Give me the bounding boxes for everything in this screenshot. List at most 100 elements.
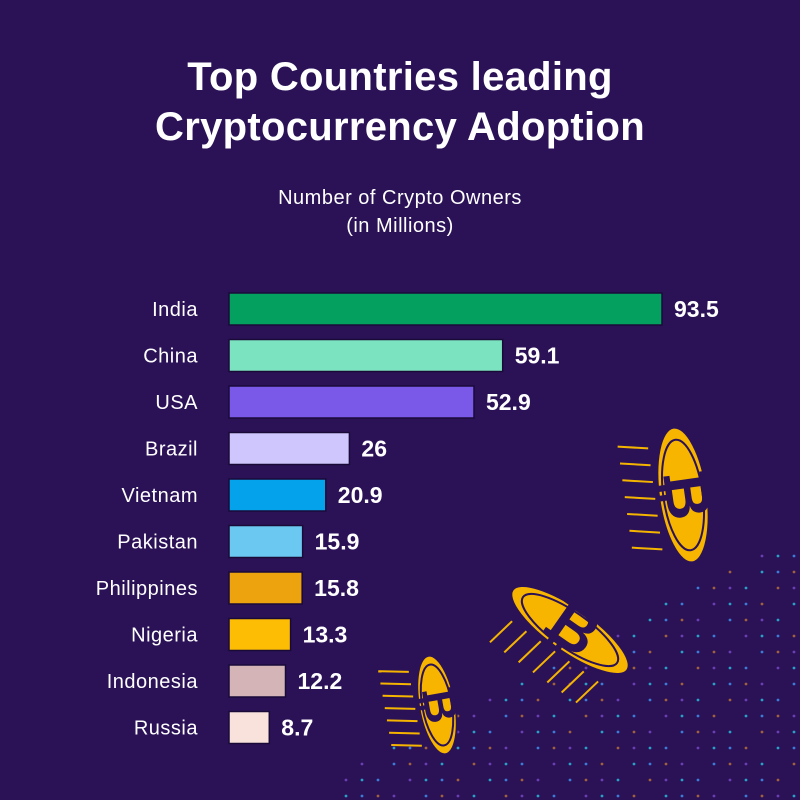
dot — [536, 794, 540, 798]
dot — [776, 634, 780, 638]
dot — [712, 586, 716, 590]
dot — [792, 586, 796, 590]
dot — [632, 682, 636, 686]
dot — [664, 778, 668, 782]
dot — [520, 778, 524, 782]
dot — [760, 778, 764, 782]
dot — [696, 634, 700, 638]
dot — [504, 778, 508, 782]
dot — [760, 602, 764, 606]
dot — [472, 714, 476, 718]
dot — [680, 730, 684, 734]
dot — [728, 762, 732, 766]
dot — [664, 762, 668, 766]
dot — [488, 762, 492, 766]
dot — [408, 746, 412, 750]
dot — [664, 746, 668, 750]
dot — [600, 794, 604, 798]
dot — [776, 618, 780, 622]
value-label: 13.3 — [303, 622, 348, 648]
dot — [536, 746, 540, 750]
dot — [568, 746, 572, 750]
dot — [760, 682, 764, 686]
dot — [696, 586, 700, 590]
dot — [760, 762, 764, 766]
dot — [472, 762, 476, 766]
title-line-1: Top Countries leading — [187, 55, 613, 99]
dot — [536, 714, 540, 718]
chart-subtitle: Number of Crypto Owners (in Millions) — [0, 184, 800, 240]
dot — [584, 746, 588, 750]
dot — [680, 714, 684, 718]
dot — [440, 762, 444, 766]
dot — [648, 666, 652, 670]
dot — [392, 746, 396, 750]
dot — [424, 794, 428, 798]
dot — [584, 714, 588, 718]
dot — [616, 778, 620, 782]
value-label: 12.2 — [297, 668, 342, 694]
dot — [456, 794, 460, 798]
dot — [616, 698, 620, 702]
dot — [360, 778, 364, 782]
dot — [616, 746, 620, 750]
dot — [696, 698, 700, 702]
dot — [472, 730, 476, 734]
dot — [504, 746, 508, 750]
dot — [744, 618, 748, 622]
dot — [648, 650, 652, 654]
value-label: 59.1 — [515, 343, 560, 369]
dot — [520, 730, 524, 734]
dot — [520, 762, 524, 766]
dot — [680, 682, 684, 686]
dot — [536, 698, 540, 702]
dot — [456, 746, 460, 750]
dot — [360, 762, 364, 766]
dot — [600, 698, 604, 702]
dot — [760, 570, 764, 574]
dot — [472, 794, 476, 798]
dot — [488, 746, 492, 750]
dot — [584, 794, 588, 798]
dot — [552, 730, 556, 734]
category-label: Brazil — [145, 439, 198, 461]
dot — [616, 794, 620, 798]
dot — [712, 682, 716, 686]
dot — [712, 602, 716, 606]
dot — [376, 778, 380, 782]
dot — [488, 778, 492, 782]
dot — [744, 778, 748, 782]
dot — [488, 730, 492, 734]
dot — [728, 618, 732, 622]
dot — [664, 714, 668, 718]
category-label: Vietnam — [121, 485, 198, 507]
dot — [504, 762, 508, 766]
value-label: 52.9 — [486, 389, 531, 415]
dot — [792, 602, 796, 606]
dot — [792, 794, 796, 798]
value-label: 20.9 — [338, 482, 383, 508]
bitcoin-coin-icon: ₿ — [617, 426, 724, 564]
bar — [228, 478, 327, 512]
bar — [228, 571, 303, 605]
dot — [632, 762, 636, 766]
bar — [228, 338, 504, 373]
dot — [680, 698, 684, 702]
dot — [520, 698, 524, 702]
dot — [584, 682, 588, 686]
dot — [760, 634, 764, 638]
dot — [760, 650, 764, 654]
dot — [792, 682, 796, 686]
dot — [744, 762, 748, 766]
dot — [344, 778, 348, 782]
dot — [728, 650, 732, 654]
bitcoin-coin-icon: ₿ — [489, 584, 630, 704]
dot — [552, 794, 556, 798]
dot — [712, 730, 716, 734]
dot — [648, 762, 652, 766]
dot — [360, 794, 364, 798]
dot — [440, 794, 444, 798]
dot — [680, 778, 684, 782]
dot — [728, 570, 732, 574]
dot — [728, 746, 732, 750]
